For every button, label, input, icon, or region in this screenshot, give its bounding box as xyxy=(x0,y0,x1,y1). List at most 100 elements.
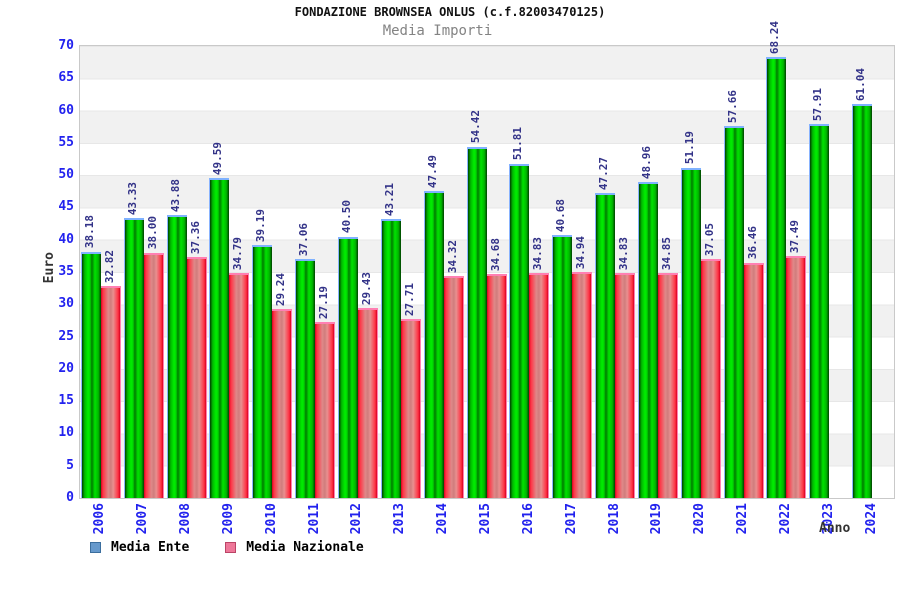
bar-value-label: 51.81 xyxy=(511,127,525,161)
bar-slot: 51.81 xyxy=(509,46,530,498)
bar-value-label: 37.06 xyxy=(297,222,311,256)
x-tick-2018: 2018 xyxy=(606,503,622,535)
bar-media-nazionale-2007 xyxy=(143,252,164,498)
bar-value-label: 43.33 xyxy=(125,182,139,216)
bar-value-label: 32.82 xyxy=(102,249,116,284)
bar-group-2007: 43.33 38.00 xyxy=(123,46,164,498)
bar-media-ente-2019 xyxy=(637,181,658,498)
y-tick-45: 45 xyxy=(58,199,74,215)
bar-group-2010: 39.19 29.24 xyxy=(252,46,293,498)
bar-value-label: 40.50 xyxy=(339,200,353,234)
bar-slot: 43.21 xyxy=(380,46,401,498)
bar-media-nazionale-2016 xyxy=(529,273,550,498)
bar-slot: 37.05 xyxy=(700,46,721,498)
bar-media-ente-2013 xyxy=(380,219,401,498)
bar-slot: 34.94 xyxy=(572,46,593,498)
bar-media-ente-2015 xyxy=(466,146,487,498)
bar-slot: 27.71 xyxy=(400,46,421,498)
bar-value-label: 38.00 xyxy=(145,216,159,250)
bar-value-label: 27.71 xyxy=(402,282,416,317)
bar-group-2021: 57.66 36.46 xyxy=(723,46,764,498)
bar-slot: 39.19 xyxy=(252,46,273,498)
bar-value-label: 34.32 xyxy=(445,240,459,274)
bar-slot: 43.88 xyxy=(166,46,187,498)
x-tick-2015: 2015 xyxy=(478,503,493,535)
y-tick-15: 15 xyxy=(58,393,74,409)
bar-value-label: 49.59 xyxy=(211,141,225,175)
bar-slot: 34.32 xyxy=(443,46,464,498)
x-tick-2006: 2006 xyxy=(92,503,108,535)
bar-media-ente-2022 xyxy=(766,57,787,498)
legend-label-media-ente: Media Ente xyxy=(111,540,190,555)
bar-media-ente-2011 xyxy=(295,258,316,498)
legend-swatch-media-nazionale xyxy=(225,542,237,553)
y-tick-30: 30 xyxy=(58,296,74,312)
bar-group-2018: 47.27 34.83 xyxy=(595,46,636,498)
x-tick-2017: 2017 xyxy=(563,503,579,535)
bar-value-label: 54.42 xyxy=(468,110,482,144)
chart-title: FONDAZIONE BROWNSEA ONLUS (c.f.820034701… xyxy=(294,5,606,19)
bar-value-label: 34.68 xyxy=(488,237,502,272)
bar-slot: 38.00 xyxy=(143,46,164,498)
y-tick-20: 20 xyxy=(58,360,74,376)
bar-media-nazionale-2018 xyxy=(615,273,636,498)
bar-value-label: 27.19 xyxy=(317,286,331,320)
bar-value-label: 36.46 xyxy=(745,226,759,260)
bar-value-label: 37.05 xyxy=(702,222,716,256)
bar-slot: 34.83 xyxy=(529,46,550,498)
bar-slot xyxy=(829,46,849,498)
bar-media-nazionale-2009 xyxy=(229,273,250,498)
bar-media-nazionale-2012 xyxy=(357,308,378,498)
bar-media-ente-2010 xyxy=(252,244,273,498)
bar-slot: 54.42 xyxy=(466,46,487,498)
bar-group-2014: 47.49 34.32 xyxy=(423,46,464,498)
bar-value-label: 57.91 xyxy=(811,87,825,122)
bar-value-label: 34.79 xyxy=(231,237,245,271)
bar-slot: 29.43 xyxy=(357,46,378,498)
bar-media-ente-2017 xyxy=(552,235,573,498)
bar-media-nazionale-2011 xyxy=(315,322,336,498)
bar-media-nazionale-2017 xyxy=(572,272,593,498)
bar-slot: 29.24 xyxy=(272,46,293,498)
bar-group-2022: 68.24 37.49 xyxy=(766,21,807,498)
bar-media-nazionale-2019 xyxy=(657,273,678,498)
x-tick-2019: 2019 xyxy=(649,503,665,535)
bar-group-2017: 40.68 34.94 xyxy=(552,46,593,498)
bar-media-ente-2014 xyxy=(423,191,444,498)
bar-slot: 40.68 xyxy=(552,46,573,498)
bar-slot: 37.06 xyxy=(295,46,316,498)
bar-slot: 38.18 xyxy=(80,46,101,498)
bar-value-label: 39.19 xyxy=(254,208,268,242)
bar-slot: 34.79 xyxy=(229,46,250,498)
bar-value-label: 51.19 xyxy=(682,131,696,165)
bar-group-2012: 40.50 29.43 xyxy=(337,46,378,498)
bars-layer: 38.18 32.82 43.33 38.00 43.88 37.36 49.59 34.79… xyxy=(80,21,894,498)
bar-group-2013: 43.21 27.71 xyxy=(380,46,421,498)
bar-slot: 61.04 xyxy=(852,46,873,498)
bar-media-nazionale-2022 xyxy=(786,255,807,498)
y-tick-60: 60 xyxy=(58,102,74,118)
bar-value-label: 29.24 xyxy=(274,273,288,307)
bar-slot: 47.27 xyxy=(595,46,616,498)
bar-media-ente-2021 xyxy=(723,125,744,498)
x-tick-2013: 2013 xyxy=(392,503,408,535)
x-tick-2009: 2009 xyxy=(220,503,236,535)
bar-value-label: 68.24 xyxy=(768,21,782,55)
x-tick-2020: 2020 xyxy=(692,503,708,535)
legend: Media Ente Media Nazionale xyxy=(90,540,364,555)
bar-slot: 49.59 xyxy=(209,46,230,498)
x-tick-2010: 2010 xyxy=(263,503,279,535)
bar-media-nazionale-2014 xyxy=(443,276,464,498)
chart-subtitle: Media Importi xyxy=(382,23,493,39)
bar-media-ente-2006 xyxy=(80,251,101,498)
bar-media-nazionale-2021 xyxy=(743,262,764,498)
bar-media-nazionale-2013 xyxy=(400,319,421,498)
x-axis-label: Anno xyxy=(819,521,851,536)
y-tick-70: 70 xyxy=(58,38,74,53)
bar-value-label: 34.83 xyxy=(531,236,545,271)
bar-value-label: 61.04 xyxy=(854,67,868,101)
bar-media-nazionale-2010 xyxy=(272,309,293,498)
bar-media-ente-2012 xyxy=(337,236,358,498)
x-tick-2014: 2014 xyxy=(435,503,451,535)
